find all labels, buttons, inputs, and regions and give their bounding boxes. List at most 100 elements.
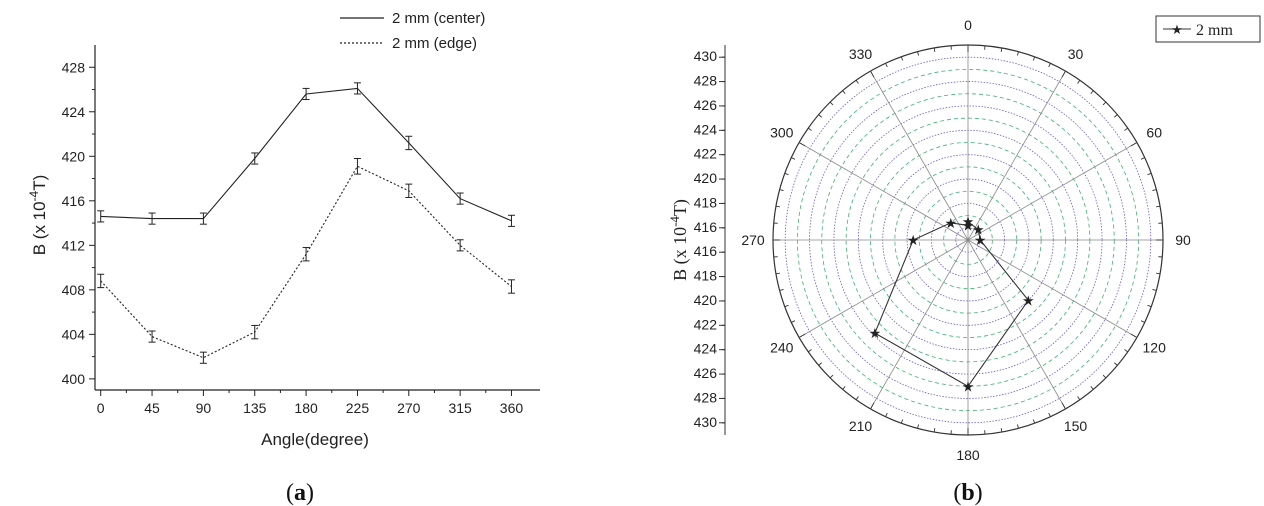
polar-angle-tick xyxy=(917,424,920,429)
polar-angle-tick xyxy=(1000,47,1003,52)
radial-tick-label: 428 xyxy=(694,389,718,405)
error-bar xyxy=(353,158,361,175)
chart-b-series: ★★★★★★★★ ★ xyxy=(869,216,1035,396)
angular-tick-label: 330 xyxy=(849,46,873,62)
angular-tick-label: 210 xyxy=(849,418,873,434)
series-line-edge xyxy=(100,165,512,359)
star-marker-icon: ★ xyxy=(974,234,987,249)
chart-b-y-axis-title: B (x 10-4T) xyxy=(667,199,691,281)
polar-angle-tick xyxy=(1032,56,1036,61)
polar-angle-tick xyxy=(933,47,936,52)
error-bar xyxy=(199,351,207,364)
polar-angle-tick xyxy=(1102,374,1107,379)
panel-b-label: (b) xyxy=(953,480,982,506)
radial-tick-label: 420 xyxy=(694,170,718,186)
polar-angle-tick xyxy=(885,412,888,417)
error-bar xyxy=(507,214,515,227)
polar-angle-tick xyxy=(900,419,904,424)
angular-tick-label: 270 xyxy=(741,232,765,248)
error-bar xyxy=(251,152,259,165)
chart-a-x-ticks: 0 45 90 135 180 225 270 315 360 xyxy=(97,390,524,416)
chart-a: 2 mm (center) 2 mm (edge) 400 404 408 412 41… xyxy=(27,10,540,506)
polar-angle-tick xyxy=(1147,304,1152,308)
polar-angle-tick xyxy=(842,90,846,94)
polar-spoke xyxy=(967,239,1138,338)
error-bar xyxy=(405,135,413,151)
polar-angle-tick xyxy=(1124,349,1128,353)
star-marker-icon: ★ xyxy=(962,216,975,231)
polar-angle-tick xyxy=(1061,70,1066,78)
x-tick-label: 225 xyxy=(346,400,370,416)
x-tick-label: 270 xyxy=(397,400,421,416)
polar-angle-tick xyxy=(784,304,789,308)
legend-a-edge-label: 2 mm (edge) xyxy=(392,35,477,52)
radial-tick-label: 422 xyxy=(694,146,718,162)
polar-angle-tick xyxy=(808,127,812,131)
radial-tick-label: 416 xyxy=(694,243,718,259)
angular-tick-label: 300 xyxy=(770,125,794,141)
panel-a-label: (a) xyxy=(286,480,314,506)
y-tick-label: 420 xyxy=(62,148,86,164)
polar-angle-tick xyxy=(855,80,859,84)
polar-angle-tick xyxy=(1114,114,1118,118)
x-tick-label: 90 xyxy=(196,400,212,416)
polar-angle-tick xyxy=(1156,272,1161,275)
polar-angle-tick xyxy=(1077,80,1081,84)
error-bar xyxy=(148,330,156,343)
polar-angle-tick xyxy=(1090,90,1094,94)
error-bar xyxy=(302,87,310,101)
polar-angle-tick xyxy=(784,172,789,176)
radial-tick-label: 430 xyxy=(694,48,718,64)
chart-a-series xyxy=(97,82,515,364)
angular-tick-label: 120 xyxy=(1143,340,1167,356)
polar-angle-tick xyxy=(855,396,859,400)
polar-spoke xyxy=(967,70,1066,241)
x-tick-label: 135 xyxy=(243,400,267,416)
error-bar xyxy=(251,324,259,340)
angular-tick-label: 60 xyxy=(1146,125,1162,141)
polar-angle-tick xyxy=(1102,101,1107,106)
error-bar xyxy=(302,247,310,262)
polar-angle-tick xyxy=(870,402,875,410)
polar-angle-tick xyxy=(1152,288,1157,291)
polar-angle-tick xyxy=(1114,362,1118,366)
x-tick-label: 0 xyxy=(97,400,105,416)
polar-angle-tick xyxy=(842,386,846,390)
polar-series-line xyxy=(874,221,1029,388)
star-marker-icon: ★ xyxy=(962,380,975,395)
chart-a-y-ticks: 400 404 408 412 416 420 424 428 xyxy=(62,59,95,387)
error-bar xyxy=(148,212,156,225)
polar-angle-tick xyxy=(1048,63,1051,68)
x-tick-label: 360 xyxy=(500,400,524,416)
polar-angle-tick xyxy=(779,288,784,291)
y-tick-label: 400 xyxy=(62,371,86,387)
x-tick-label: 45 xyxy=(144,400,160,416)
polar-angle-tick xyxy=(775,272,780,275)
polar-angle-tick xyxy=(1048,412,1051,417)
radial-tick-label: 418 xyxy=(694,268,718,284)
angular-tick-label: 150 xyxy=(1064,418,1088,434)
error-bar xyxy=(353,82,361,95)
polar-spoke xyxy=(870,70,969,241)
angular-tick-label: 180 xyxy=(956,447,980,463)
chart-b-grid xyxy=(772,44,1164,436)
star-marker-icon: ★ xyxy=(962,219,975,234)
polar-angle-tick xyxy=(818,362,822,366)
chart-b-radial-ticks: 430 428 426 424 422 420 418 416 416 418 420 422 424 4… xyxy=(694,48,725,430)
y-tick-label: 408 xyxy=(62,282,86,298)
chart-a-legend: 2 mm (center) 2 mm (edge) xyxy=(340,10,485,52)
polar-angle-tick xyxy=(1152,189,1157,192)
polar-angle-tick xyxy=(933,428,936,433)
polar-angle-tick xyxy=(1124,127,1128,131)
polar-angle-tick xyxy=(1061,402,1066,410)
error-bar xyxy=(97,210,105,223)
polar-angle-tick xyxy=(791,157,796,160)
y-tick-label: 412 xyxy=(62,237,86,253)
error-bar xyxy=(97,273,105,289)
radial-tick-label: 428 xyxy=(694,73,718,89)
polar-angle-tick xyxy=(829,374,834,379)
polar-angle-tick xyxy=(1130,142,1138,147)
radial-tick-label: 420 xyxy=(694,292,718,308)
polar-spoke xyxy=(967,239,1066,410)
